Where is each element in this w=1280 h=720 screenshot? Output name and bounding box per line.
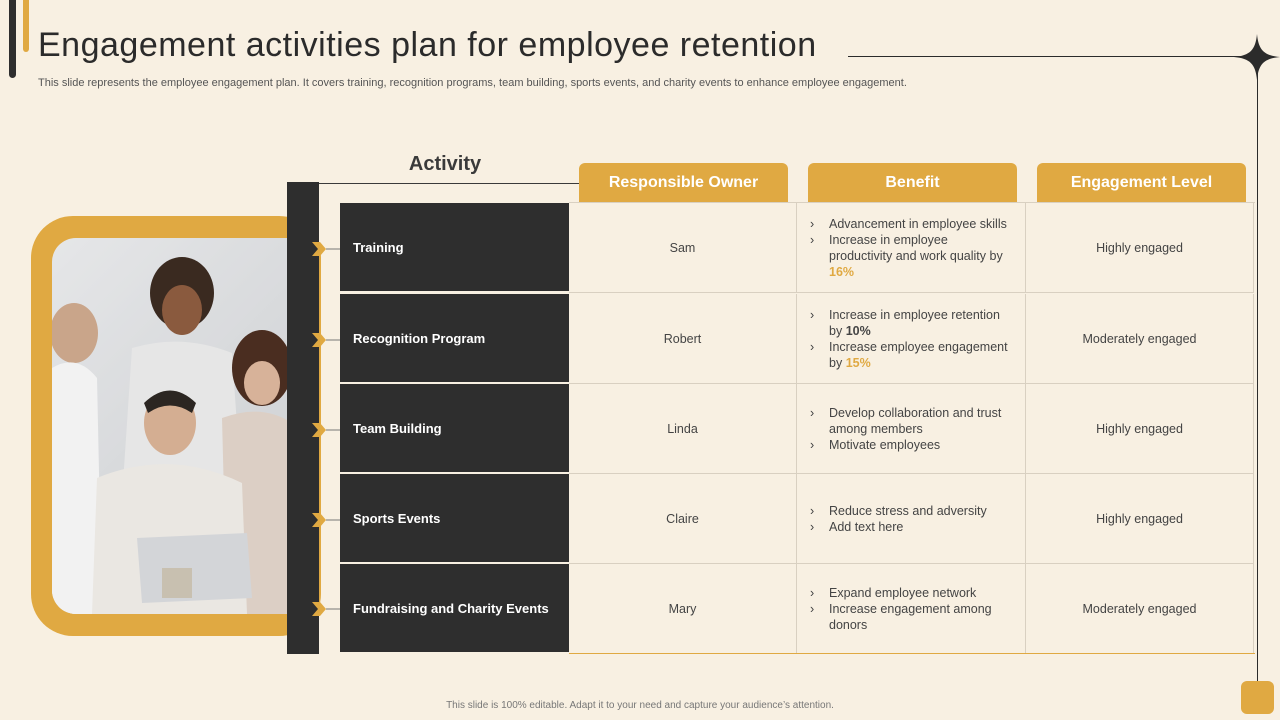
owner-cell: Sam <box>569 203 797 293</box>
engagement-level-cell: Moderately engaged <box>1026 564 1254 654</box>
activity-vertical-bar <box>287 182 319 654</box>
benefit-cell: Develop collaboration and trust among me… <box>797 384 1026 474</box>
sparkle-star-icon <box>1234 34 1280 80</box>
benefit-item: Increase employee engagement by 15% <box>807 339 1013 371</box>
benefit-cell: Reduce stress and adversity Add text her… <box>797 474 1026 564</box>
header-benefit: Benefit <box>808 163 1017 203</box>
benefit-cell: Expand employee network Increase engagem… <box>797 564 1026 654</box>
activity-cell: Fundraising and Charity Events <box>340 564 569 654</box>
row-marker-icon <box>312 333 340 347</box>
accent-bar-dark <box>9 0 16 78</box>
page-title: Engagement activities plan for employee … <box>38 26 817 64</box>
activity-cell: Training <box>340 203 569 293</box>
row-marker-icon <box>312 242 340 256</box>
engagement-level-cell: Highly engaged <box>1026 384 1254 474</box>
benefit-cell: Advancement in employee skills Increase … <box>797 203 1026 293</box>
accent-bar-gold <box>23 0 29 52</box>
benefit-item: Add text here <box>807 519 987 535</box>
page-subtitle: This slide represents the employee engag… <box>38 77 907 89</box>
benefit-cell: Increase in employee retention by 10% In… <box>797 294 1026 384</box>
benefit-item: Expand employee network <box>807 585 1013 601</box>
engagement-level-cell: Moderately engaged <box>1026 294 1254 384</box>
activity-header: Activity <box>408 153 482 175</box>
owner-cell: Claire <box>569 474 797 564</box>
benefit-item: Develop collaboration and trust among me… <box>807 405 1013 437</box>
benefit-item: Increase engagement among donors <box>807 601 1013 633</box>
activity-cell: Team Building <box>340 384 569 474</box>
footer-note: This slide is 100% editable. Adapt it to… <box>446 700 834 711</box>
header-engagement-level: Engagement Level <box>1037 163 1246 203</box>
benefit-item: Increase in employee retention by 10% <box>807 307 1013 339</box>
row-marker-icon <box>312 602 340 616</box>
engagement-level-cell: Highly engaged <box>1026 203 1254 293</box>
activity-cell: Sports Events <box>340 474 569 564</box>
table-row: Recognition Program Robert Increase in e… <box>340 294 1254 384</box>
engagement-level-cell: Highly engaged <box>1026 474 1254 564</box>
row-marker-icon <box>312 513 340 527</box>
table-row: Sports Events Claire Reduce stress and a… <box>340 474 1254 564</box>
title-divider <box>848 56 1258 57</box>
benefit-item: Increase in employee productivity and wo… <box>807 232 1013 280</box>
header-responsible-owner: Responsible Owner <box>579 163 788 203</box>
row-marker-icon <box>312 423 340 437</box>
owner-cell: Mary <box>569 564 797 654</box>
owner-cell: Linda <box>569 384 797 474</box>
table-row: Team Building Linda Develop collaboratio… <box>340 384 1254 474</box>
table-row: Training Sam Advancement in employee ski… <box>340 203 1254 293</box>
corner-accent <box>1241 681 1274 714</box>
benefit-item: Motivate employees <box>807 437 1013 453</box>
owner-cell: Robert <box>569 294 797 384</box>
team-photo <box>52 238 292 614</box>
right-divider <box>1257 56 1258 696</box>
table-row: Fundraising and Charity Events Mary Expa… <box>340 564 1254 654</box>
activity-header-line <box>319 183 581 184</box>
benefit-item: Reduce stress and adversity <box>807 503 987 519</box>
activity-cell: Recognition Program <box>340 294 569 384</box>
benefit-item: Advancement in employee skills <box>807 216 1013 232</box>
